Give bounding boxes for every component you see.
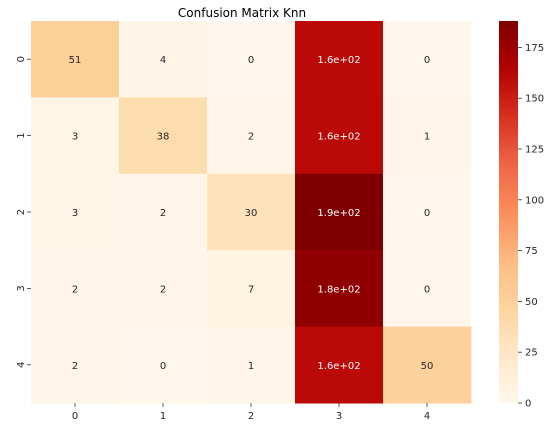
heatmap-cell-0-4 (383, 21, 472, 98)
heatmap-cell-1-0 (31, 97, 120, 175)
x-tick-label-1: 1 (160, 411, 166, 422)
heatmap-cell-1-1 (119, 97, 208, 175)
cell-label-3-2: 7 (248, 284, 254, 295)
cell-label-1-1: 38 (157, 132, 170, 143)
y-tick-label-2: 2 (16, 209, 27, 215)
heatmap-cell-3-4 (383, 250, 472, 328)
heatmap-cell-3-1 (119, 250, 208, 328)
y-axis-ticks: 0 1 2 3 4 (16, 56, 31, 368)
colorbar-tick-label-75: 75 (525, 246, 538, 257)
colorbar-tick-label-100: 100 (525, 195, 544, 206)
heatmap-cell-1-4 (383, 97, 472, 175)
heatmap-cell-4-1 (119, 326, 208, 404)
colorbar-gradient (499, 21, 518, 403)
cell-label-3-4: 0 (424, 284, 430, 295)
heatmap-cell-2-3 (295, 173, 384, 251)
cell-label-4-4: 50 (421, 361, 434, 372)
cell-label-0-1: 4 (160, 55, 166, 66)
heatmap-cell-2-2 (207, 173, 296, 251)
heatmap-cell-0-1 (119, 21, 208, 98)
heatmap-cell-1-2 (207, 97, 296, 175)
x-tick-label-4: 4 (424, 411, 430, 422)
x-tick-label-0: 0 (72, 411, 78, 422)
heatmap-cell-3-0 (31, 250, 120, 328)
colorbar-tick-label-0: 0 (525, 399, 531, 410)
heatmap-cell-0-0 (31, 21, 120, 98)
cell-label-1-0: 3 (72, 132, 78, 143)
cell-label-0-3: 1.6e+02 (317, 55, 360, 66)
cell-label-0-4: 0 (424, 55, 430, 66)
heatmap-cell-4-4 (383, 326, 472, 404)
colorbar-tick-label-50: 50 (525, 297, 538, 308)
cell-label-1-4: 1 (424, 132, 430, 143)
heatmap-cell-4-2 (207, 326, 296, 404)
heatmap-cell-2-0 (31, 173, 120, 251)
heatmap-cell-1-3 (295, 97, 384, 175)
y-tick-label-3: 3 (16, 285, 27, 291)
chart-title: Confusion Matrix Knn (178, 6, 306, 20)
cell-label-4-3: 1.6e+02 (317, 361, 360, 372)
heatmap-cell-0-2 (207, 21, 296, 98)
heatmap-cell-2-1 (119, 173, 208, 251)
cell-label-4-1: 0 (160, 361, 166, 372)
cell-label-2-2: 30 (245, 208, 258, 219)
cell-label-1-3: 1.6e+02 (317, 132, 360, 143)
cell-label-0-2: 0 (248, 55, 254, 66)
cell-label-4-0: 2 (72, 361, 78, 372)
colorbar-tick-label-175: 175 (525, 43, 544, 54)
cell-label-0-0: 51 (69, 55, 82, 66)
cell-label-2-3: 1.9e+02 (317, 208, 360, 219)
colorbar: 0 25 50 75 100 125 150 175 (499, 21, 544, 410)
heatmap-cell-3-3 (295, 250, 384, 328)
colorbar-tick-label-25: 25 (525, 348, 538, 359)
heatmap-cell-0-3 (295, 21, 384, 98)
heatmap-cell-4-0 (31, 326, 120, 404)
cell-label-3-3: 1.8e+02 (317, 284, 360, 295)
cell-label-1-2: 2 (248, 132, 254, 143)
heatmap-cell-2-4 (383, 173, 472, 251)
heatmap-cell-3-2 (207, 250, 296, 328)
cell-label-2-4: 0 (424, 208, 430, 219)
heatmap-cell-4-3 (295, 326, 384, 404)
heatmap-cells: 51 4 0 1.6e+02 0 3 38 2 1.6e+02 1 3 2 30 1.9e+02 0 2 2 7 1… (31, 21, 472, 404)
colorbar-tick-label-125: 125 (525, 145, 544, 156)
x-axis-ticks: 0 1 2 3 4 (72, 403, 430, 422)
x-tick-label-3: 3 (336, 411, 342, 422)
y-tick-label-4: 4 (16, 362, 27, 368)
colorbar-tick-label-150: 150 (525, 94, 544, 105)
cell-label-3-1: 2 (160, 284, 166, 295)
cell-label-2-0: 3 (72, 208, 78, 219)
cell-label-2-1: 2 (160, 208, 166, 219)
y-tick-label-1: 1 (16, 132, 27, 138)
x-tick-label-2: 2 (248, 411, 254, 422)
cell-label-3-0: 2 (72, 284, 78, 295)
y-tick-label-0: 0 (16, 56, 27, 62)
cell-label-4-2: 1 (248, 361, 254, 372)
